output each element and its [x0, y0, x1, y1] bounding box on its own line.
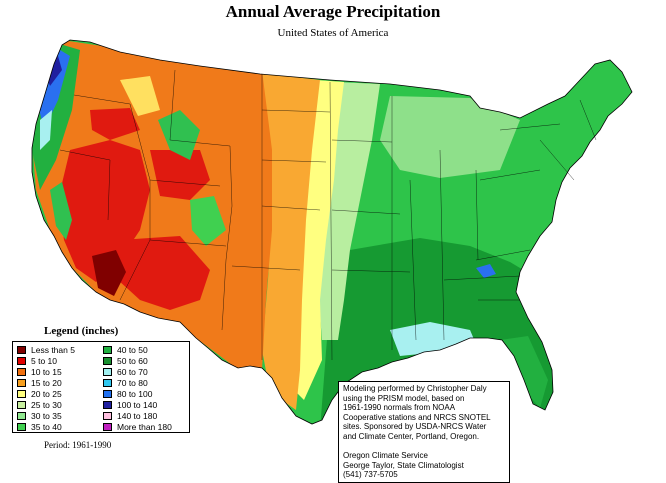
legend-swatch — [17, 346, 26, 354]
sierra-green — [50, 182, 72, 240]
credit-line: Cooperative stations and NRCS SNOTEL — [343, 412, 491, 422]
credit-org-line: (541) 737-5705 — [343, 470, 398, 480]
legend-label: More than 180 — [117, 422, 172, 432]
legend-swatch — [103, 390, 112, 398]
legend-label: Less than 5 — [31, 345, 75, 355]
credit-line: sites. Sponsored by USDA-NRCS Water — [343, 422, 487, 432]
legend-swatch — [103, 423, 112, 431]
legend-label: 140 to 180 — [117, 411, 158, 421]
southwest-dry — [118, 236, 210, 310]
legend-swatch — [17, 423, 26, 431]
legend-label: 30 to 35 — [31, 411, 62, 421]
credit-line: 1961-1990 normals from NOAA — [343, 403, 456, 413]
period-label: Period: 1961-1990 — [44, 440, 112, 450]
legend-swatch — [17, 357, 26, 365]
legend-label: 35 to 40 — [31, 422, 62, 432]
us-outline — [31, 39, 633, 425]
legend-item: 140 to 180 — [103, 411, 157, 421]
legend-label: 60 to 70 — [117, 367, 148, 377]
legend-item: 5 to 10 — [17, 356, 57, 366]
legend-label: 100 to 140 — [117, 400, 158, 410]
credit-line: Modeling performed by Christopher Daly — [343, 384, 487, 393]
credit-line: using the PRISM model, based on — [343, 393, 465, 403]
legend-item: 70 to 80 — [103, 378, 148, 388]
credit-gap — [343, 442, 505, 452]
credit-line: and Climate Center, Portland, Oregon. — [343, 431, 480, 441]
legend-label: 50 to 60 — [117, 356, 148, 366]
legend-item: 60 to 70 — [103, 367, 148, 377]
legend-item: 50 to 60 — [103, 356, 148, 366]
credits-box: Modeling performed by Christopher Daly us… — [338, 381, 510, 483]
legend-swatch — [103, 412, 112, 420]
plains-yellow — [296, 80, 344, 400]
legend-item: 80 to 100 — [103, 389, 152, 399]
legend-swatch — [103, 401, 112, 409]
legend-swatch — [17, 368, 26, 376]
legend-item: 15 to 20 — [17, 378, 62, 388]
map-title: Annual Average Precipitation — [225, 2, 441, 21]
rockies-green — [158, 110, 200, 160]
legend-label: 20 to 25 — [31, 389, 62, 399]
legend-swatch — [17, 390, 26, 398]
legend-label: 5 to 10 — [31, 356, 57, 366]
idaho-mountains — [120, 76, 160, 116]
colorado-rockies — [190, 196, 226, 246]
legend-label: 70 to 80 — [117, 378, 148, 388]
legend-swatch — [17, 401, 26, 409]
legend-swatch — [103, 357, 112, 365]
plains-light-orange — [250, 72, 320, 410]
legend-item: Less than 5 — [17, 345, 75, 355]
legend-item: 35 to 40 — [17, 422, 62, 432]
credit-org-line: Oregon Climate Service — [343, 451, 428, 461]
legend-swatch — [103, 346, 112, 354]
legend-label: 10 to 15 — [31, 367, 62, 377]
legend-item: 40 to 50 — [103, 345, 148, 355]
pnw-cyan — [40, 110, 52, 150]
wyoming-dry — [150, 150, 210, 200]
legend-item: 10 to 15 — [17, 367, 62, 377]
smoky-mountains-blue — [476, 264, 496, 278]
state-borders — [59, 69, 597, 361]
legend-item: 25 to 30 — [17, 400, 62, 410]
map-subtitle: United States of America — [277, 27, 389, 39]
legend-label: 15 to 20 — [31, 378, 62, 388]
mojave-very-dry — [92, 250, 126, 296]
northeast-light-green — [380, 96, 520, 178]
legend-item: 30 to 35 — [17, 411, 62, 421]
legend-swatch — [103, 379, 112, 387]
legend-swatch — [103, 368, 112, 376]
legend-label: 40 to 50 — [117, 345, 148, 355]
legend-item: 20 to 25 — [17, 389, 62, 399]
credit-org-line: George Taylor, State Climatologist — [343, 460, 464, 470]
idaho-dry — [90, 108, 140, 140]
legend-label: 80 to 100 — [117, 389, 153, 399]
legend-item: More than 180 — [103, 422, 172, 432]
legend-item: 100 to 140 — [103, 400, 157, 410]
legend-title: Legend (inches) — [44, 325, 119, 337]
legend-swatch — [17, 379, 26, 387]
legend-swatch — [17, 412, 26, 420]
legend-label: 25 to 30 — [31, 400, 62, 410]
